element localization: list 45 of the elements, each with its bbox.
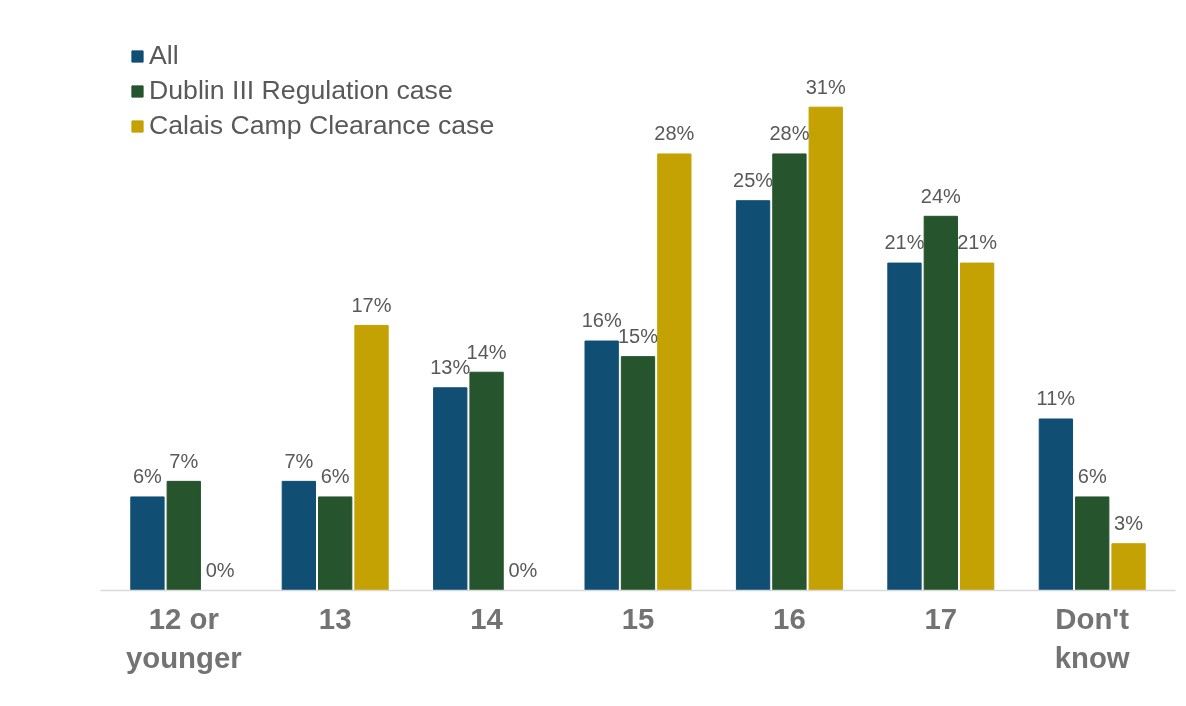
- bar: [1111, 543, 1146, 591]
- data-label: 21%: [957, 231, 998, 254]
- data-label: 3%: [1114, 512, 1144, 535]
- data-label: 0%: [508, 558, 538, 581]
- data-label: 0%: [205, 558, 235, 581]
- bar: [887, 262, 922, 591]
- bar: [923, 215, 958, 591]
- bar: [808, 106, 843, 591]
- data-label: 11%: [1036, 387, 1076, 410]
- bar: [166, 480, 201, 591]
- data-label: 6%: [1077, 465, 1107, 488]
- x-tick-label: 16: [773, 601, 806, 635]
- x-tick-label: 15: [621, 601, 655, 635]
- x-tick-label: 12 or younger: [125, 601, 242, 675]
- x-tick-label: Don't know: [1054, 601, 1130, 675]
- bar: [657, 153, 692, 591]
- data-label: 14%: [466, 340, 507, 363]
- data-label: 7%: [169, 449, 199, 472]
- bar: [735, 200, 771, 591]
- bar: [354, 324, 389, 591]
- bar: [130, 496, 165, 591]
- data-label: 21%: [884, 231, 925, 254]
- legend-label: All: [149, 40, 179, 71]
- bar: [433, 387, 468, 591]
- bar: [772, 153, 807, 591]
- bar: [1038, 418, 1074, 591]
- bar: [318, 496, 353, 591]
- data-label: 31%: [805, 75, 846, 98]
- data-label: 6%: [320, 465, 350, 488]
- data-label: 7%: [284, 449, 314, 472]
- data-label: 24%: [920, 184, 962, 207]
- x-tick-label: 13: [318, 601, 352, 635]
- bar: [584, 340, 619, 591]
- legend-label: Dublin III Regulation case: [149, 75, 453, 106]
- x-tick-label: 14: [470, 601, 504, 635]
- bar: [960, 262, 995, 591]
- bar: [1075, 496, 1110, 591]
- data-label: 28%: [654, 122, 695, 145]
- legend-label: Calais Camp Clearance case: [149, 110, 495, 141]
- data-label: 6%: [132, 465, 163, 488]
- bar: [281, 480, 316, 591]
- bar: [469, 371, 504, 591]
- data-label: 17%: [351, 293, 392, 316]
- x-tick-label: 17: [924, 601, 958, 635]
- bar: [620, 356, 656, 591]
